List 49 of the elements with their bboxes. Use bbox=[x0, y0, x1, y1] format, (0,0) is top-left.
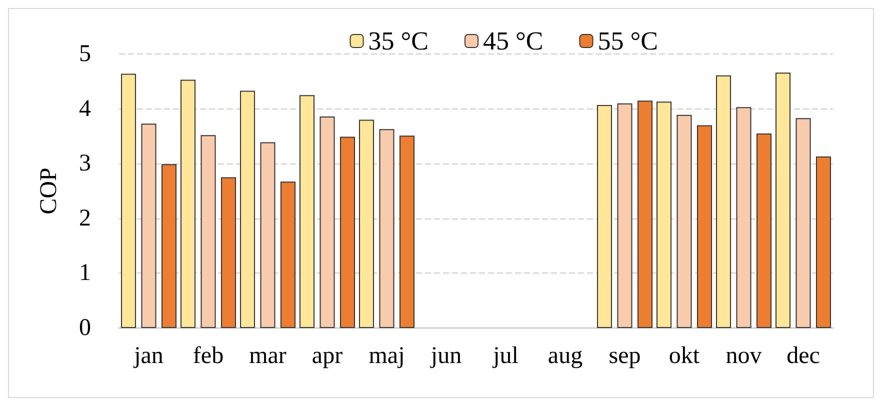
bar bbox=[400, 136, 414, 328]
y-tick-label: 5 bbox=[79, 41, 91, 67]
x-tick-label: mar bbox=[249, 343, 286, 369]
bar bbox=[716, 75, 731, 328]
bar bbox=[816, 156, 831, 328]
bar bbox=[300, 95, 314, 328]
x-tick-label: jan bbox=[133, 343, 164, 369]
bar bbox=[141, 124, 156, 328]
bar bbox=[240, 90, 255, 328]
bar bbox=[180, 80, 196, 328]
x-tick-label: maj bbox=[368, 343, 405, 369]
bar bbox=[379, 129, 394, 328]
y-tick-label: 4 bbox=[79, 96, 91, 122]
bar bbox=[617, 103, 632, 328]
x-tick-label: okt bbox=[668, 343, 700, 369]
bar bbox=[597, 104, 612, 328]
bar bbox=[200, 135, 216, 328]
bar bbox=[638, 100, 652, 328]
x-tick-label: sep bbox=[608, 343, 641, 369]
y-axis-title: COP bbox=[36, 168, 62, 214]
bar bbox=[796, 118, 811, 328]
bar bbox=[756, 133, 772, 328]
bar bbox=[162, 164, 176, 328]
x-tick-label: aug bbox=[548, 343, 583, 369]
bar bbox=[280, 182, 296, 328]
legend-label: 45 °C bbox=[483, 26, 544, 56]
bar bbox=[656, 102, 672, 328]
y-tick-label: 1 bbox=[79, 260, 91, 286]
bar bbox=[676, 114, 692, 328]
legend-label: 55 °C bbox=[598, 26, 658, 56]
bar bbox=[260, 142, 276, 328]
y-tick-label: 2 bbox=[79, 205, 91, 232]
bar bbox=[736, 107, 752, 328]
bar bbox=[697, 125, 712, 328]
y-tick-label: 0 bbox=[79, 315, 91, 341]
x-tick-label: jun bbox=[430, 343, 462, 369]
x-tick-label: dec bbox=[786, 343, 820, 369]
legend-label: 35 °C bbox=[368, 26, 429, 56]
bar bbox=[776, 72, 790, 328]
bar bbox=[340, 136, 355, 328]
bar bbox=[221, 177, 236, 328]
x-tick-label: jul bbox=[492, 343, 519, 369]
bar bbox=[121, 74, 136, 328]
x-tick-label: nov bbox=[726, 343, 762, 369]
bar bbox=[320, 116, 335, 328]
y-tick-label: 3 bbox=[79, 150, 91, 177]
x-tick-label: apr bbox=[312, 343, 343, 369]
x-tick-label: feb bbox=[192, 343, 224, 369]
bar bbox=[359, 120, 374, 328]
